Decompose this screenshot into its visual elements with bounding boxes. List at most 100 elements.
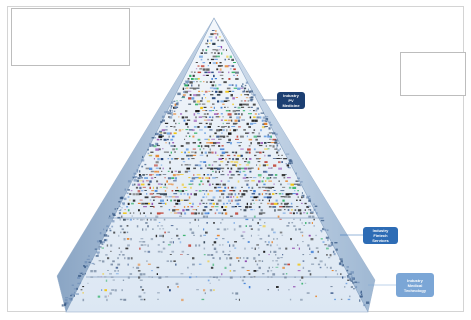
company-logo-tile [224, 119, 228, 121]
company-logo-tile [235, 292, 239, 295]
company-logo-tile [212, 135, 214, 137]
company-logo-tile [251, 186, 254, 189]
company-logo-tile [225, 110, 230, 112]
company-logo-tile [324, 263, 326, 266]
company-logo-tile [187, 266, 189, 269]
company-logo-tile [219, 129, 223, 131]
company-logo-tile [264, 180, 267, 182]
company-logo-tile [238, 225, 242, 228]
company-logo-tile [264, 148, 268, 150]
company-logo-tile [217, 52, 220, 55]
company-logo-tile [242, 231, 246, 233]
company-logo-tile [236, 110, 240, 112]
company-logo-tile [192, 129, 195, 131]
company-logo-tile [216, 234, 220, 237]
company-logo-tile [210, 52, 213, 54]
company-logo-tile [257, 167, 260, 170]
company-logo-tile [308, 195, 311, 197]
company-logo-tile [292, 247, 295, 249]
company-logo-tile [202, 190, 205, 192]
company-logo-tile [224, 65, 229, 68]
company-logo-tile [205, 122, 208, 125]
company-logo-tile [205, 97, 207, 99]
company-logo-tile [273, 164, 277, 167]
company-logo-tile [219, 183, 222, 186]
company-logo-tile [157, 170, 160, 173]
company-logo-tile [181, 116, 185, 119]
company-logo-tile [116, 208, 119, 210]
company-logo-tile [285, 163, 288, 165]
company-logo-tile [160, 158, 164, 161]
company-logo-tile [186, 167, 190, 170]
company-logo-tile [212, 62, 217, 65]
company-logo-tile [249, 90, 253, 93]
company-logo-tile [229, 276, 233, 279]
company-logo-tile [300, 231, 304, 234]
company-logo-tile [207, 199, 212, 201]
company-logo-tile [202, 110, 206, 111]
company-logo-tile [284, 202, 288, 206]
company-logo-tile [138, 241, 142, 243]
company-logo-tile [113, 213, 115, 215]
company-logo-tile [186, 119, 191, 121]
company-logo-tile [247, 167, 252, 170]
company-logo-tile [136, 169, 139, 172]
company-logo-tile [271, 174, 274, 176]
company-logo-tile [107, 257, 110, 260]
company-logo-tile [122, 254, 125, 256]
company-logo-tile [250, 234, 252, 237]
company-logo-tile [236, 135, 239, 138]
company-logo-tile [204, 132, 206, 134]
company-logo-tile [211, 138, 215, 140]
company-logo-tile [192, 87, 197, 90]
company-logo-tile [157, 158, 160, 161]
company-logo-tile [215, 90, 218, 93]
company-logo-tile [153, 218, 157, 221]
company-logo-tile [272, 260, 274, 262]
company-logo-tile [159, 186, 162, 188]
company-logo-tile [222, 196, 224, 199]
company-logo-tile [109, 227, 111, 230]
company-logo-tile [222, 116, 224, 118]
company-logo-tile [142, 241, 146, 243]
company-logo-tile [164, 231, 166, 234]
company-logo-tile [285, 193, 290, 196]
company-logo-tile [361, 293, 363, 296]
company-logo-tile [138, 276, 141, 279]
company-logo-tile [270, 270, 273, 272]
company-logo-tile [253, 122, 257, 124]
company-logo-tile [263, 190, 267, 192]
company-logo-tile [228, 199, 231, 202]
industry-label-fintech-services: Industry Fintech Services [363, 227, 398, 244]
company-logo-tile [329, 254, 332, 257]
company-logo-tile [244, 167, 248, 170]
company-logo-tile [142, 174, 145, 176]
company-logo-tile [277, 209, 282, 211]
company-logo-tile [90, 270, 93, 273]
company-logo-tile [222, 202, 225, 205]
company-logo-tile [227, 174, 229, 176]
company-logo-tile [192, 209, 197, 211]
company-logo-tile [156, 212, 161, 215]
company-logo-tile [224, 186, 227, 189]
company-logo-tile [282, 254, 284, 256]
company-logo-tile [99, 240, 102, 242]
company-logo-tile [159, 228, 161, 230]
company-logo-tile [161, 183, 163, 185]
company-logo-tile [271, 186, 275, 188]
company-logo-tile [242, 158, 244, 160]
company-logo-tile [214, 78, 217, 80]
company-logo-tile [198, 177, 202, 179]
company-logo-tile [219, 116, 221, 118]
company-logo-tile [258, 113, 260, 115]
company-logo-tile [245, 90, 249, 93]
company-logo-tile [221, 145, 224, 147]
company-logo-tile [179, 241, 182, 244]
company-logo-tile [185, 116, 188, 119]
company-logo-tile [248, 286, 251, 289]
company-logo-tile [256, 107, 259, 110]
company-logo-tile [260, 202, 263, 204]
company-logo-tile [156, 193, 161, 195]
company-logo-tile [217, 186, 221, 189]
company-logo-tile [210, 106, 213, 108]
